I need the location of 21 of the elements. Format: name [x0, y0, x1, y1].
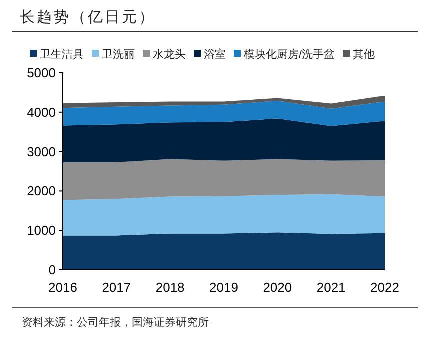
legend-label: 卫洗丽	[102, 48, 135, 61]
y-tick-label: 5000	[27, 66, 56, 80]
x-tick-label: 2017	[102, 280, 132, 295]
x-tick-label: 2020	[263, 280, 292, 295]
y-tick-label: 2000	[27, 184, 56, 199]
y-tick-label: 3000	[27, 144, 56, 160]
legend-label: 其他	[353, 48, 376, 61]
x-tick-label: 2022	[370, 280, 400, 295]
x-tick-label: 2021	[316, 280, 346, 295]
text: 资料来源：公司年报，国海证券研究所	[22, 316, 209, 329]
legend-label: 水龙头	[153, 48, 186, 61]
legend-label: 浴室	[204, 48, 226, 61]
y-tick-label: 4000	[27, 104, 56, 120]
y-tick-label: 1000	[27, 223, 56, 238]
x-tick-label: 2018	[156, 280, 185, 295]
x-tick-label: 2016	[48, 280, 78, 295]
chart-title: 长趋势（亿日元）	[20, 9, 156, 26]
y-tick-label: 0	[48, 262, 56, 278]
legend-label: 模块化厨房/洗手盆	[244, 48, 336, 61]
legend-label: 卫生洁具	[40, 48, 84, 61]
x-tick-label: 2019	[210, 280, 238, 295]
